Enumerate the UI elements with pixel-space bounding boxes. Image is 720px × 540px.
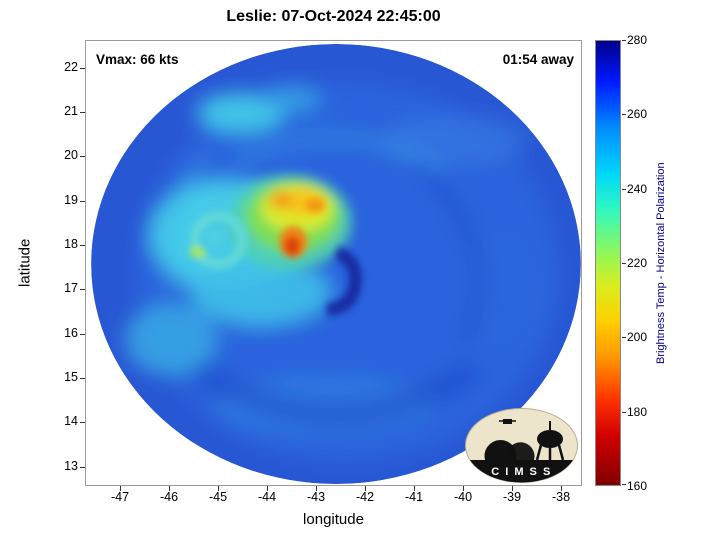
- tick-mark: [80, 156, 85, 157]
- x-tick-label: -38: [551, 490, 571, 504]
- x-tick-label: -40: [453, 490, 473, 504]
- x-tick-label: -41: [404, 490, 424, 504]
- tick-mark: [80, 245, 85, 246]
- tick-mark: [80, 289, 85, 290]
- x-tick-label: -42: [355, 490, 375, 504]
- tick-mark: [120, 486, 121, 491]
- x-axis-label: longitude: [303, 511, 364, 528]
- tick-mark: [622, 337, 626, 338]
- y-tick-label: 16: [64, 326, 78, 340]
- x-axis-ticks: -47 -46 -45 -44 -43 -42 -41 -40 -39 -38: [85, 490, 582, 506]
- tick-mark: [218, 486, 219, 491]
- logo-silhouette-icon: [484, 419, 565, 461]
- cimss-logo-text: C I M S S: [491, 466, 552, 478]
- y-tick-label: 14: [64, 414, 78, 428]
- x-tick-label: -47: [110, 490, 130, 504]
- tick-mark: [561, 486, 562, 491]
- tick-mark: [80, 378, 85, 379]
- x-tick-label: -39: [502, 490, 522, 504]
- tick-mark: [512, 486, 513, 491]
- y-tick-label: 19: [64, 193, 78, 207]
- tick-mark: [80, 68, 85, 69]
- vmax-label: Vmax: 66 kts: [96, 52, 179, 67]
- x-tick-label: -43: [306, 490, 326, 504]
- tick-mark: [463, 486, 464, 491]
- tick-mark: [365, 486, 366, 491]
- tick-mark: [622, 114, 626, 115]
- x-tick-label: -44: [257, 490, 277, 504]
- satellite-swath-image: [91, 43, 581, 485]
- tick-mark: [80, 112, 85, 113]
- x-tick-label: -45: [208, 490, 228, 504]
- tick-mark: [316, 486, 317, 491]
- colorbar-label: Brightness Temp - Horizontal Polarizatio…: [655, 162, 667, 364]
- y-axis-ticks: 22 21 20 19 18 17 16 15 14 13: [40, 40, 78, 486]
- colorbar-ticks: 280 260 240 220 200 180 160: [627, 33, 657, 493]
- tick-mark: [622, 484, 626, 485]
- tick-mark: [414, 486, 415, 491]
- x-tick-label: -46: [159, 490, 179, 504]
- tick-mark: [80, 422, 85, 423]
- colorbar-tick-label: 260: [627, 107, 648, 121]
- tick-mark: [80, 201, 85, 202]
- y-tick-label: 20: [64, 148, 78, 162]
- y-tick-label: 15: [64, 370, 78, 384]
- tick-mark: [622, 189, 626, 190]
- tick-mark: [622, 40, 626, 41]
- y-tick-label: 13: [64, 459, 78, 473]
- colorbar-tick-label: 220: [627, 256, 648, 270]
- y-axis-label: latitude: [16, 238, 34, 288]
- colorbar-tick-label: 200: [627, 330, 648, 344]
- colorbar-tick-label: 240: [627, 182, 648, 196]
- cimss-logo: C I M S S: [465, 408, 578, 483]
- y-tick-label: 18: [64, 237, 78, 251]
- tick-mark: [80, 334, 85, 335]
- colorbar: [595, 40, 621, 486]
- tick-mark: [622, 412, 626, 413]
- tick-mark: [267, 486, 268, 491]
- colorbar-tick-label: 280: [627, 33, 648, 47]
- y-tick-label: 22: [64, 60, 78, 74]
- tick-mark: [169, 486, 170, 491]
- colorbar-tick-label: 160: [627, 479, 648, 493]
- tick-mark: [622, 263, 626, 264]
- y-tick-label: 21: [64, 104, 78, 118]
- eta-label: 01:54 away: [502, 52, 574, 67]
- y-tick-label: 17: [64, 281, 78, 295]
- colorbar-tick-label: 180: [627, 405, 648, 419]
- plot-area: Vmax: 66 kts 01:54 away C I M S S: [85, 40, 582, 486]
- figure-title: Leslie: 07-Oct-2024 22:45:00: [226, 8, 441, 25]
- tick-mark: [80, 467, 85, 468]
